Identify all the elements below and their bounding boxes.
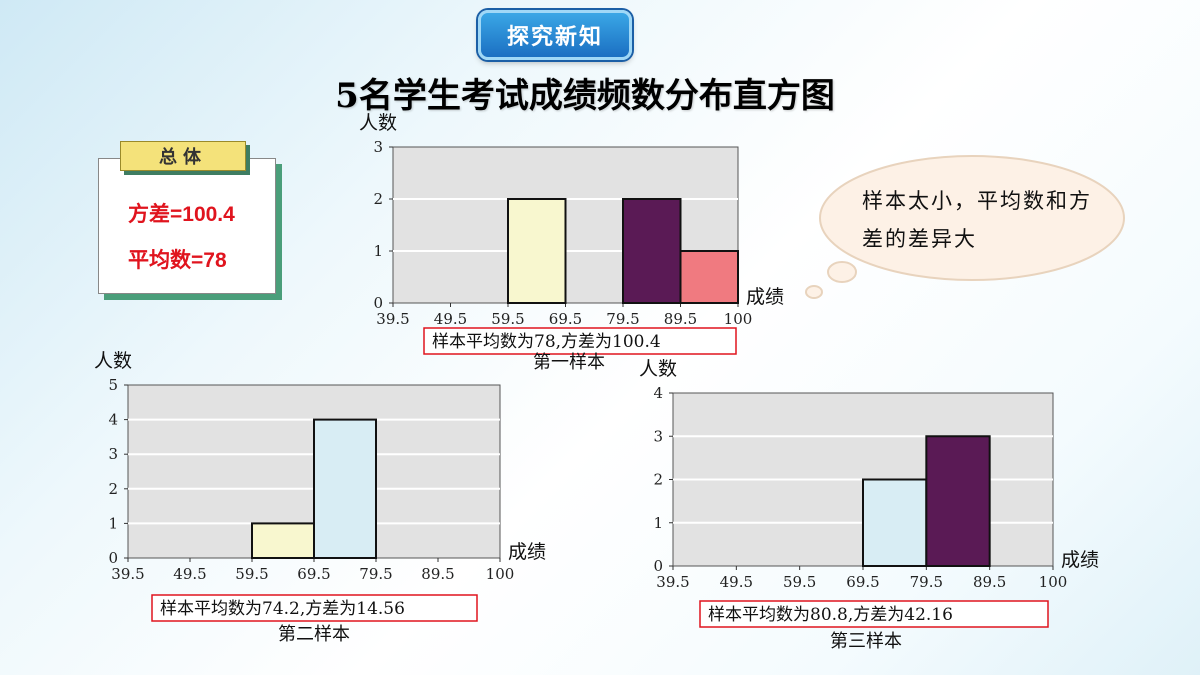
x-tick-label: 100	[1039, 573, 1068, 591]
y-axis-label: 人数	[94, 350, 132, 372]
bubble-body	[819, 155, 1125, 281]
sample-caption: 第三样本	[830, 631, 902, 652]
y-tick-label: 0	[373, 294, 383, 312]
y-tick-label: 2	[108, 480, 118, 498]
bubble-text: 样本太小，平均数和方差的差异大	[862, 189, 1092, 251]
x-tick-label: 69.5	[549, 310, 582, 328]
x-axis-label: 成绩	[1061, 549, 1099, 571]
histogram-bar	[622, 198, 682, 304]
x-tick-label: 69.5	[297, 565, 330, 583]
x-tick-label: 39.5	[656, 573, 689, 591]
x-tick-label: 79.5	[359, 565, 392, 583]
bubble-dot-large	[827, 261, 857, 283]
x-tick-label: 69.5	[846, 573, 879, 591]
x-tick-label: 49.5	[720, 573, 753, 591]
y-tick-label: 3	[108, 445, 118, 463]
y-tick-label: 0	[653, 557, 663, 575]
x-tick-label: 59.5	[491, 310, 524, 328]
y-tick-label: 2	[373, 190, 383, 208]
x-tick-label: 59.5	[783, 573, 816, 591]
y-axis-label: 人数	[639, 358, 677, 380]
x-tick-label: 39.5	[376, 310, 409, 328]
y-tick-label: 4	[653, 384, 663, 402]
x-tick-label: 49.5	[173, 565, 206, 583]
sample-stat-text: 样本平均数为80.8,方差为42.16	[708, 605, 953, 625]
x-tick-label: 79.5	[910, 573, 943, 591]
y-tick-label: 4	[108, 411, 118, 429]
x-tick-label: 89.5	[664, 310, 697, 328]
sample-stat-box	[151, 594, 478, 622]
y-tick-label: 1	[373, 242, 383, 260]
section-badge: 探究新知	[478, 10, 632, 60]
y-tick-label: 5	[108, 376, 118, 394]
sample-stat-text: 样本平均数为74.2,方差为14.56	[160, 599, 405, 619]
x-axis-label: 成绩	[508, 541, 546, 563]
x-tick-label: 89.5	[421, 565, 454, 583]
x-tick-label: 59.5	[235, 565, 268, 583]
histogram-bar	[313, 418, 377, 559]
histogram-bar	[507, 198, 567, 304]
histogram-bar	[862, 478, 928, 567]
x-tick-label: 79.5	[606, 310, 639, 328]
histogram-bar	[679, 250, 739, 304]
page-title: 5名学生考试成绩频数分布直方图	[335, 76, 835, 116]
y-tick-label: 1	[653, 514, 663, 532]
population-tag: 总体	[120, 141, 246, 171]
y-tick-label: 3	[653, 427, 663, 445]
bubble-dot-small	[805, 285, 823, 299]
sample-caption: 第一样本	[533, 352, 605, 373]
x-tick-label: 39.5	[111, 565, 144, 583]
sample-stat-box	[423, 327, 737, 355]
y-tick-label: 3	[373, 138, 383, 156]
x-axis-label: 成绩	[746, 286, 784, 308]
sample-stat-box	[699, 600, 1049, 628]
histogram-bar	[925, 435, 991, 567]
histogram-bar	[251, 522, 315, 560]
x-tick-label: 49.5	[434, 310, 467, 328]
y-tick-label: 0	[108, 549, 118, 567]
x-tick-label: 100	[486, 565, 515, 583]
population-variance: 方差=100.4	[128, 203, 235, 226]
x-tick-label: 89.5	[973, 573, 1006, 591]
sample-stat-text: 样本平均数为78,方差为100.4	[432, 332, 661, 352]
y-axis-label: 人数	[359, 112, 397, 134]
y-tick-label: 2	[653, 471, 663, 489]
population-mean: 平均数=78	[128, 249, 227, 272]
sample-caption: 第二样本	[278, 624, 350, 645]
y-tick-label: 1	[108, 514, 118, 532]
x-tick-label: 100	[724, 310, 753, 328]
